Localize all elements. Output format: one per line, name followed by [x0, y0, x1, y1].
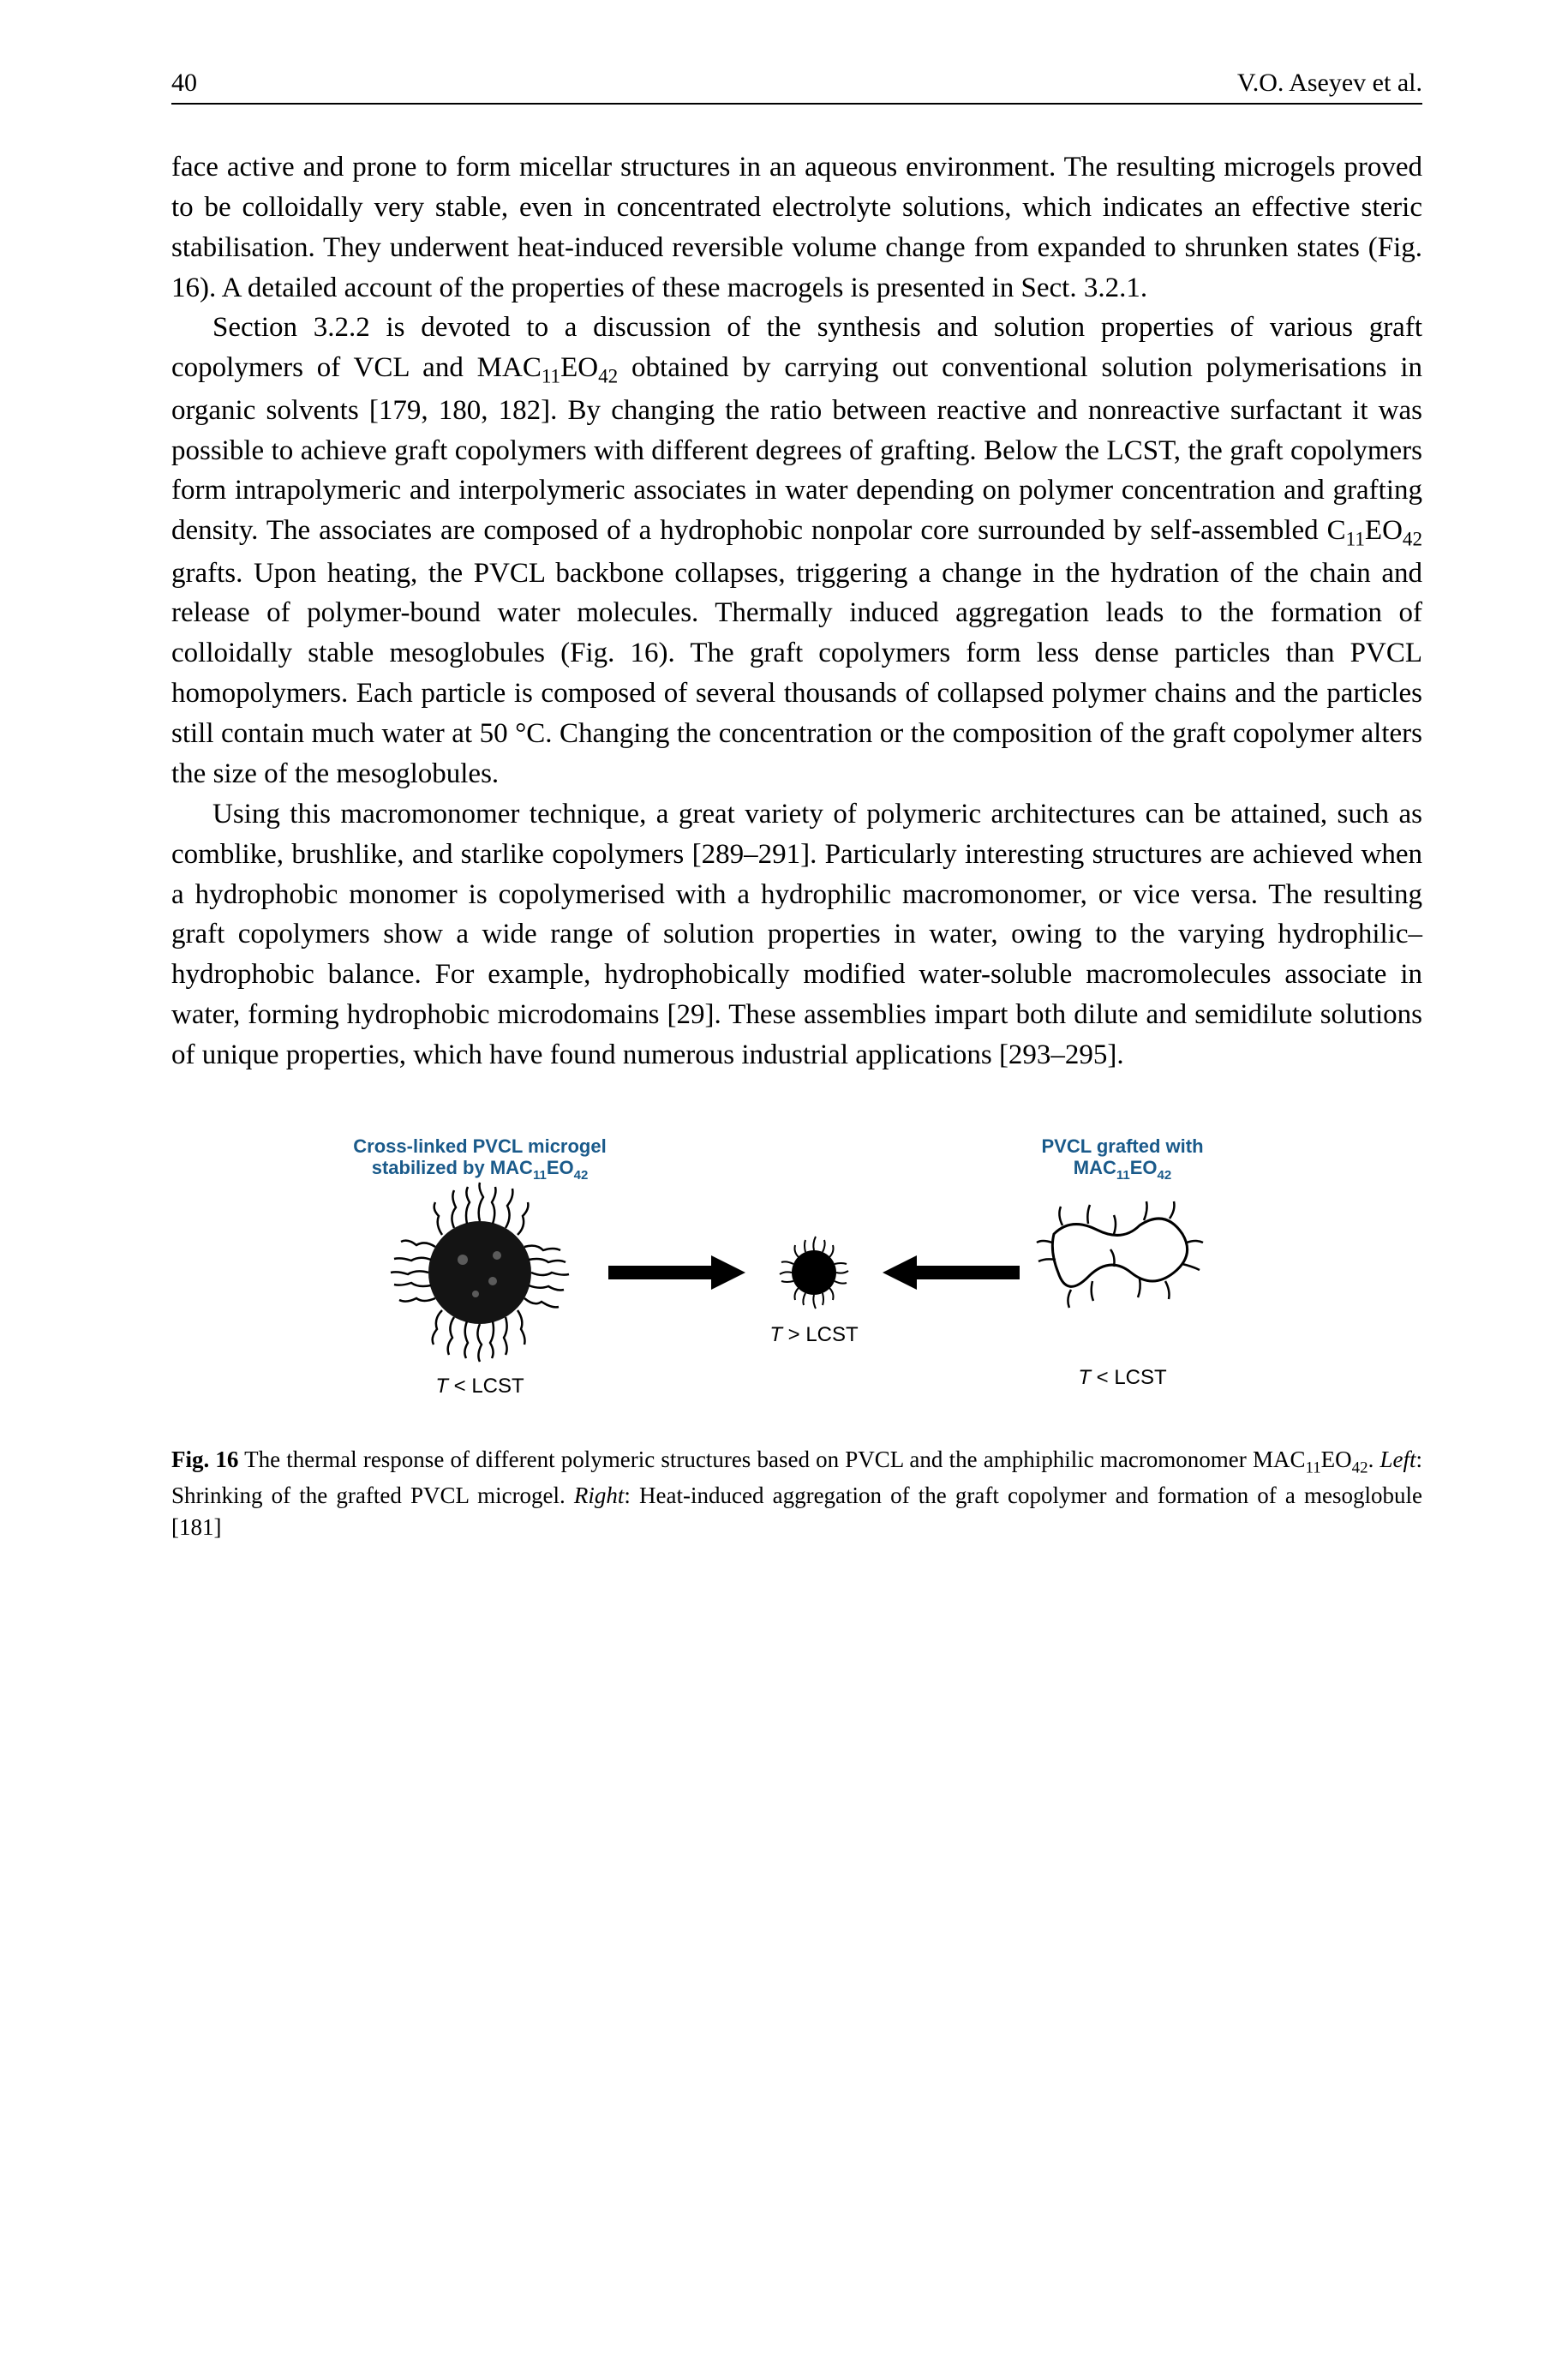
- caption-sub1: 11: [1305, 1459, 1320, 1477]
- caption-label: Fig. 16: [171, 1447, 238, 1472]
- page-header: 40 V.O. Aseyev et al.: [171, 69, 1422, 105]
- center-condition-label: T > LCST: [769, 1323, 859, 1346]
- caption-left-word: Left: [1379, 1447, 1415, 1472]
- paragraph-1: face active and prone to form micellar s…: [171, 147, 1422, 308]
- p1-text: face active and prone to form micellar s…: [171, 152, 1422, 303]
- arrow-left-icon: [608, 1255, 745, 1290]
- page-number: 40: [171, 69, 197, 98]
- caption-midtext1: .: [1368, 1447, 1380, 1472]
- caption-right-word: Right: [574, 1483, 625, 1508]
- left-microgel-icon: [391, 1183, 569, 1362]
- caption-mid1: EO: [1321, 1447, 1352, 1472]
- p2-sub2: 42: [598, 365, 618, 387]
- p2-post: grafts. Upon heating, the PVCL backbone …: [171, 558, 1422, 789]
- caption-pre: The thermal response of different polyme…: [238, 1447, 1305, 1472]
- figure-svg: Cross-linked PVCL microgel stabilized by…: [283, 1127, 1311, 1418]
- p2-mid1: EO: [560, 352, 598, 383]
- p2-sub4: 42: [1403, 528, 1422, 550]
- center-microgel-icon: [780, 1237, 848, 1309]
- left-label-line1: Cross-linked PVCL microgel: [353, 1135, 606, 1157]
- author-name: V.O. Aseyev et al.: [1237, 69, 1422, 98]
- right-label-line2: MAC11EO42: [1074, 1157, 1171, 1183]
- caption-sub2: 42: [1352, 1459, 1368, 1477]
- right-label-line1: PVCL grafted with: [1041, 1135, 1203, 1157]
- arrow-right-icon: [883, 1255, 1020, 1290]
- right-polymer-icon: [1037, 1201, 1203, 1308]
- p3-text: Using this macromonomer technique, a gre…: [171, 799, 1422, 1070]
- figure-caption: Fig. 16 The thermal response of differen…: [171, 1444, 1422, 1544]
- left-condition-label: T < LCST: [435, 1375, 524, 1398]
- paragraph-3: Using this macromonomer technique, a gre…: [171, 794, 1422, 1075]
- p2-sub1: 11: [542, 365, 560, 387]
- left-label-line2: stabilized by MAC11EO42: [372, 1157, 589, 1183]
- paragraph-2: Section 3.2.2 is devoted to a discussion…: [171, 308, 1422, 794]
- right-condition-label: T < LCST: [1078, 1366, 1167, 1389]
- p2-sub3: 11: [1346, 528, 1365, 550]
- figure-16: Cross-linked PVCL microgel stabilized by…: [171, 1127, 1422, 1544]
- p2-mid3: EO: [1365, 515, 1403, 546]
